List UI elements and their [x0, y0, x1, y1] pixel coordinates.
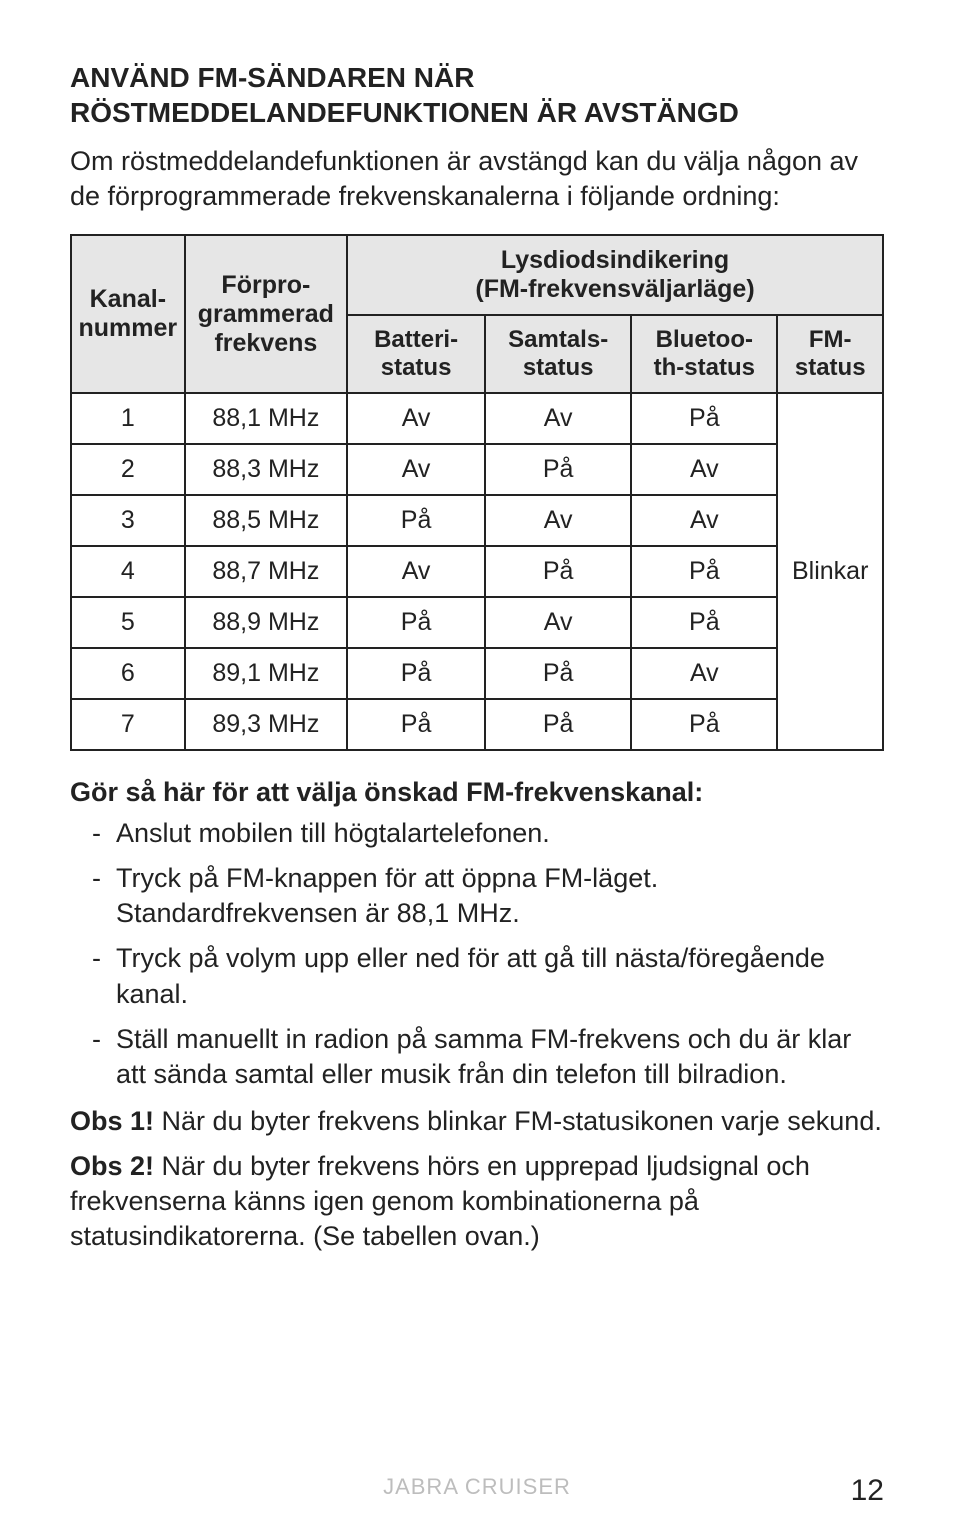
table-row: 5 88,9 MHz På Av På: [71, 597, 883, 648]
cell-channel: 4: [71, 546, 185, 597]
col-battery: Batteri- status: [347, 315, 485, 393]
table-row: 4 88,7 MHz Av På På: [71, 546, 883, 597]
cell-frequency: 89,3 MHz: [185, 699, 347, 750]
cell-battery: Av: [347, 393, 485, 444]
footer-product: JABRA CRUISER: [0, 1474, 954, 1500]
cell-frequency: 88,9 MHz: [185, 597, 347, 648]
cell-bluetooth: Av: [631, 648, 777, 699]
cell-frequency: 88,1 MHz: [185, 393, 347, 444]
cell-channel: 2: [71, 444, 185, 495]
page-number: 12: [851, 1474, 884, 1508]
note-2-label: Obs 2!: [70, 1151, 154, 1181]
cell-call: På: [485, 546, 631, 597]
table-row: 3 88,5 MHz På Av Av: [71, 495, 883, 546]
steps-heading: Gör så här för att välja önskad FM-frekv…: [70, 777, 884, 808]
cell-battery: På: [347, 699, 485, 750]
col-bluetooth: Bluetoo- th-status: [631, 315, 777, 393]
col-frequency: Förpro- grammerad frekvens: [185, 235, 347, 393]
cell-battery: Av: [347, 444, 485, 495]
page: ANVÄND FM-SÄNDAREN NÄR RÖSTMEDDELANDEFUN…: [0, 0, 954, 1536]
note-2-text: När du byter frekvens hörs en upprepad l…: [70, 1151, 810, 1251]
table-row: 1 88,1 MHz Av Av På Blinkar: [71, 393, 883, 444]
list-item: Tryck på FM-knappen för att öppna FM-läg…: [70, 861, 884, 931]
table-row: 6 89,1 MHz På På Av: [71, 648, 883, 699]
list-item: Ställ manuellt in radion på samma FM-fre…: [70, 1022, 884, 1092]
cell-call: På: [485, 648, 631, 699]
col-fm: FM- status: [777, 315, 883, 393]
cell-call: Av: [485, 393, 631, 444]
table-row: 2 88,3 MHz Av På Av: [71, 444, 883, 495]
cell-bluetooth: Av: [631, 495, 777, 546]
cell-bluetooth: Av: [631, 444, 777, 495]
cell-frequency: 88,3 MHz: [185, 444, 347, 495]
cell-bluetooth: På: [631, 597, 777, 648]
cell-frequency: 88,7 MHz: [185, 546, 347, 597]
col-channel: Kanal- nummer: [71, 235, 185, 393]
steps-list: Anslut mobilen till högtalartelefonen. T…: [70, 816, 884, 1092]
intro-paragraph: Om röstmeddelandefunktionen är avstängd …: [70, 144, 884, 214]
cell-battery: Av: [347, 546, 485, 597]
cell-channel: 1: [71, 393, 185, 444]
cell-channel: 7: [71, 699, 185, 750]
cell-call: Av: [485, 495, 631, 546]
table-body: 1 88,1 MHz Av Av På Blinkar 2 88,3 MHz A…: [71, 393, 883, 750]
cell-frequency: 89,1 MHz: [185, 648, 347, 699]
cell-call: På: [485, 444, 631, 495]
section-heading: ANVÄND FM-SÄNDAREN NÄR RÖSTMEDDELANDEFUN…: [70, 60, 884, 130]
list-item: Anslut mobilen till högtalartelefonen.: [70, 816, 884, 851]
cell-bluetooth: På: [631, 393, 777, 444]
note-2: Obs 2! När du byter frekvens hörs en upp…: [70, 1149, 884, 1254]
cell-channel: 5: [71, 597, 185, 648]
cell-battery: På: [347, 597, 485, 648]
cell-frequency: 88,5 MHz: [185, 495, 347, 546]
frequency-table: Kanal- nummer Förpro- grammerad frekvens…: [70, 234, 884, 751]
col-led-group: Lysdiodsindikering (FM-frekvensväljarläg…: [347, 235, 883, 315]
cell-fm-status: Blinkar: [777, 393, 883, 750]
note-1-label: Obs 1!: [70, 1106, 154, 1136]
list-item: Tryck på volym upp eller ned för att gå …: [70, 941, 884, 1011]
table-row: 7 89,3 MHz På På På: [71, 699, 883, 750]
cell-bluetooth: På: [631, 699, 777, 750]
cell-channel: 6: [71, 648, 185, 699]
cell-battery: På: [347, 495, 485, 546]
note-1: Obs 1! När du byter frekvens blinkar FM-…: [70, 1104, 884, 1139]
col-call: Samtals- status: [485, 315, 631, 393]
cell-channel: 3: [71, 495, 185, 546]
note-1-text: När du byter frekvens blinkar FM-statusi…: [154, 1106, 882, 1136]
cell-bluetooth: På: [631, 546, 777, 597]
cell-battery: På: [347, 648, 485, 699]
cell-call: Av: [485, 597, 631, 648]
cell-call: På: [485, 699, 631, 750]
